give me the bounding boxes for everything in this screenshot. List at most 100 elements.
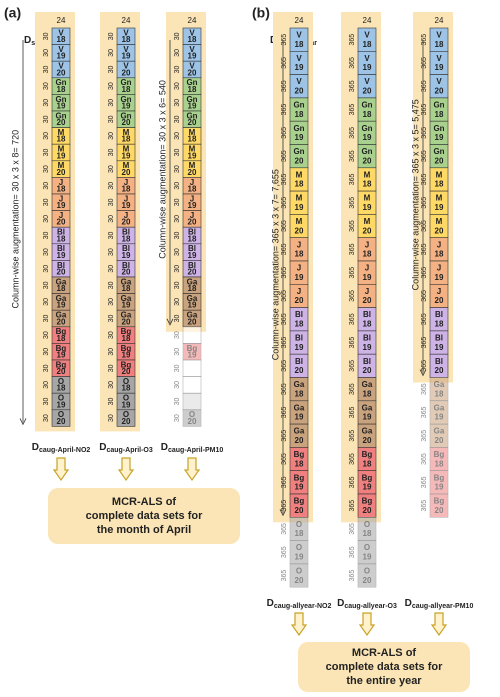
cell-box [182, 359, 202, 377]
cell-code: J [59, 178, 63, 187]
cell-year: 19 [122, 301, 131, 310]
matrix-caption: Dcaug-allyear-PM10 [405, 598, 474, 610]
cell-code: Bl [363, 310, 371, 319]
row-count: 365 [281, 290, 288, 302]
cell-code: V [189, 62, 195, 71]
cell: V20 30 [43, 60, 71, 79]
cell-year: 20 [295, 226, 304, 235]
cell-code: M [436, 170, 443, 179]
cell-year: 18 [363, 110, 372, 119]
cell: M20 365 [421, 214, 449, 238]
row-count: 30 [43, 149, 50, 157]
cell-code: O [123, 377, 129, 386]
cell-code: M [123, 128, 130, 137]
cell-year: 18 [435, 250, 444, 259]
cell-code: Ga [187, 277, 198, 286]
caption-subscript: caug-allyear-O3 [344, 603, 397, 610]
row-count: 365 [281, 360, 288, 372]
row-count: 30 [43, 315, 50, 323]
cell-year: 18 [435, 389, 444, 398]
row-count: 365 [349, 34, 356, 46]
cell-code: Bl [295, 333, 303, 342]
row-count: 365 [281, 337, 288, 349]
cell-code: M [189, 128, 196, 137]
cell-year: 18 [363, 459, 372, 468]
missing-cell: 30 [174, 359, 202, 377]
cell-code: Ga [56, 311, 67, 320]
arrow-head [19, 418, 27, 426]
cell-year: 20 [435, 506, 444, 515]
cell-code: V [189, 28, 195, 37]
cell: V19 30 [108, 44, 136, 62]
cell-year: 18 [122, 135, 131, 144]
cell-code: J [437, 287, 441, 296]
row-count: 30 [174, 364, 181, 372]
row-count: 30 [43, 232, 50, 240]
row-count: 30 [174, 381, 181, 389]
cell-year: 20 [188, 218, 197, 227]
caption-letter: D [405, 598, 412, 609]
row-count: 365 [421, 500, 428, 512]
cell-year: 19 [363, 552, 372, 561]
cell-year: 20 [57, 267, 66, 276]
cell-year: 18 [363, 389, 372, 398]
row-count: 30 [43, 165, 50, 173]
cell-box [289, 563, 309, 588]
row-count: 30 [108, 281, 115, 289]
caption-letter: D [32, 442, 39, 453]
cell-code: M [436, 194, 443, 203]
cell-year: 18 [188, 135, 197, 144]
cell-code: Ga [56, 294, 67, 303]
row-count: 365 [421, 476, 428, 488]
cell-code: O [189, 410, 195, 419]
row-count: 365 [349, 104, 356, 116]
cell-code: Ga [362, 380, 373, 389]
cell-year: 19 [363, 63, 372, 72]
row-count: 365 [421, 337, 428, 349]
cell-year: 18 [363, 529, 372, 538]
cell-year: 20 [363, 436, 372, 445]
cell: M20 30 [174, 160, 202, 178]
cell: V18 365 [281, 27, 309, 52]
cell-year: 20 [122, 168, 131, 177]
cell-year: 19 [295, 483, 304, 492]
down-arrow [358, 612, 376, 637]
cell-code: V [364, 31, 370, 40]
missing-cell: O19 365 [281, 540, 309, 565]
cell-code: O [296, 543, 302, 552]
cell-year: 18 [435, 110, 444, 119]
cell-year: 19 [363, 203, 372, 212]
row-count: 30 [108, 381, 115, 389]
row-count: 365 [421, 57, 428, 69]
cell: V20 30 [174, 60, 202, 79]
missing-cell: O20 30 [174, 409, 202, 427]
cell-year: 18 [435, 180, 444, 189]
caption-subscript: caug-allyear-PM10 [412, 603, 474, 610]
cell-code: J [190, 211, 194, 220]
cell-code: Bl [57, 228, 65, 237]
cell-code: Bl [435, 310, 443, 319]
row-count: 30 [43, 115, 50, 123]
cell-code: Bl [295, 310, 303, 319]
cell-year: 18 [57, 334, 66, 343]
cell-year: 19 [435, 133, 444, 142]
cell-year: 20 [435, 86, 444, 95]
cell-year: 20 [363, 156, 372, 165]
cell-code: Ga [294, 403, 305, 412]
row-count: 365 [281, 150, 288, 162]
row-count: 365 [421, 197, 428, 209]
cell-year: 20 [295, 296, 304, 305]
cell-code: V [364, 77, 370, 86]
cell-box [429, 493, 449, 518]
